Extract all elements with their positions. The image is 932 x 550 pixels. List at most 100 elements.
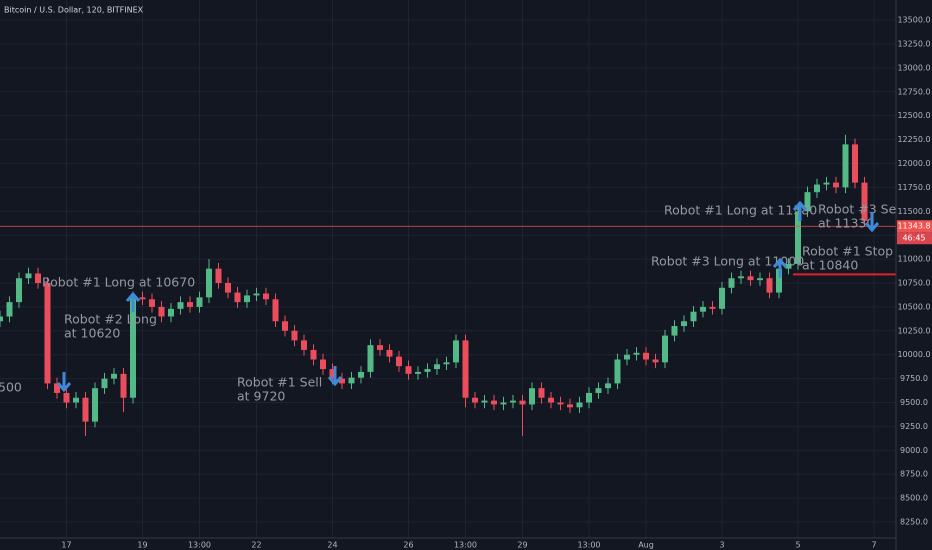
countdown-label: 46:45 [902, 234, 925, 243]
candle-body [453, 340, 459, 363]
candle-body [548, 397, 554, 403]
signal-arrow [792, 200, 808, 221]
candle-body [747, 276, 754, 281]
candle-body [491, 400, 497, 405]
candle-body [614, 359, 621, 384]
candle-body [111, 373, 117, 379]
candle-body [348, 377, 355, 384]
candle-body [196, 297, 203, 307]
candle-body [567, 404, 573, 408]
price-axis [896, 0, 932, 550]
candle-body [253, 293, 260, 296]
candle-body [728, 278, 735, 288]
candle-body [82, 397, 89, 422]
candle-body [291, 330, 298, 341]
candle-body [320, 359, 326, 370]
candle-body [605, 383, 611, 389]
candle-body [814, 184, 820, 193]
y-tick-label: 13500.0 [897, 16, 930, 25]
y-tick-label: 8500.0 [900, 494, 928, 503]
y-tick-label: 12000.0 [897, 159, 930, 168]
y-tick-label: 9250.0 [900, 422, 928, 431]
candle-body [538, 388, 545, 398]
candle-body [500, 402, 507, 405]
annotation-text: at 10840 [802, 258, 858, 273]
candle-body [63, 392, 70, 403]
candle-body [776, 268, 782, 293]
candle-body [6, 302, 13, 317]
candle-body [795, 211, 801, 264]
x-tick-label: Aug [638, 541, 654, 550]
last-price-label: 11343.8 [897, 222, 930, 231]
annotation-text: at 11330 [818, 216, 874, 231]
axes: 8250.0 8500.0 8750.0 9000.0 9250.0 9500.0 9750… [61, 16, 932, 550]
candle-body [73, 397, 79, 403]
candle-body [595, 388, 602, 393]
candle-body [0, 316, 3, 322]
candle-body [215, 268, 222, 284]
grid [0, 0, 896, 538]
candle-body [244, 295, 250, 303]
candle-body [358, 371, 364, 378]
candle-body [709, 306, 716, 309]
annotation-text: Robot #1 Long at 10670 [42, 275, 195, 290]
candle-body [263, 293, 269, 300]
candle-body [510, 400, 516, 403]
candle-body [377, 345, 383, 350]
candle-body [529, 388, 535, 405]
candle-body [101, 378, 108, 389]
candle-body [272, 299, 279, 322]
last-price-box [897, 220, 932, 233]
annotation-text: 500 [0, 380, 22, 395]
y-tick-label: 10500.0 [897, 302, 930, 311]
signal-arrow [327, 366, 343, 387]
candle-body [852, 144, 858, 183]
candle-body [54, 383, 60, 393]
arrow-head [125, 291, 141, 302]
annotation-text: at 9720 [237, 389, 285, 404]
candle-body [120, 373, 127, 398]
arrow-head [864, 222, 880, 233]
x-tick-label: 19 [137, 541, 147, 550]
x-tick-label: 13:00 [188, 541, 211, 550]
candle-body [177, 302, 184, 309]
candle-body [339, 378, 345, 384]
candle-body [861, 182, 868, 221]
candle-body [804, 192, 811, 212]
candle-body [662, 335, 668, 363]
x-tick-label: 3 [719, 541, 724, 550]
y-tick-label: 10000.0 [897, 350, 930, 359]
candle-body [833, 182, 839, 188]
candle-body [301, 340, 307, 350]
candle-body [415, 371, 421, 374]
signal-arrow [864, 212, 880, 233]
candle-body [681, 321, 687, 327]
candle-body [842, 144, 849, 188]
candle-body [16, 278, 22, 303]
annotation-text: Robot #3 Long at 11000 [651, 254, 804, 269]
x-tick-label: 13:00 [577, 541, 600, 550]
x-tick-label: 17 [61, 541, 71, 550]
candle-body [766, 278, 773, 293]
y-tick-label: 12500.0 [897, 111, 930, 120]
y-tick-label: 8250.0 [900, 518, 928, 527]
candle-body [633, 352, 640, 355]
signal-arrow [56, 372, 72, 393]
candle-body [462, 340, 469, 398]
candle-body [329, 369, 336, 379]
candle-body [225, 283, 231, 293]
y-tick-label: 12750.0 [897, 87, 930, 96]
y-tick-label: 9500.0 [900, 398, 928, 407]
candle-body [149, 299, 155, 307]
arrow-head [327, 376, 343, 387]
annotation-text: Robot #1 Stop [802, 244, 893, 259]
candle-body [234, 292, 241, 303]
x-tick-label: 26 [403, 541, 413, 550]
y-tick-label: 11500.0 [897, 207, 930, 216]
annotation-text: Robot #1 Long at 11580 [664, 203, 817, 218]
x-tick-label: 29 [517, 541, 527, 550]
candle-body [586, 392, 592, 403]
candle-body [386, 349, 393, 357]
